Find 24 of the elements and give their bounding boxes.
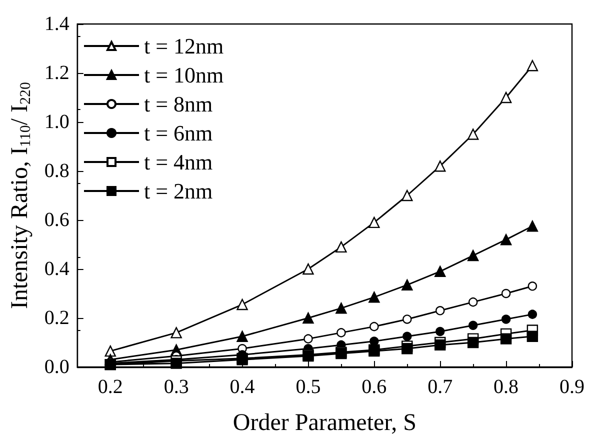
- x-tick-label: 0.6: [362, 376, 387, 398]
- legend-label: t = 6nm: [144, 120, 213, 146]
- y-tick-label: 0.2: [44, 307, 70, 329]
- x-tick-label: 0.8: [494, 376, 519, 398]
- y-tick-label: 0.4: [44, 258, 70, 280]
- y-tick-label: 0.0: [44, 356, 70, 378]
- y-tick-label: 0.8: [44, 160, 70, 182]
- y-tick-label: 1.0: [44, 111, 70, 133]
- y-tick-label: 1.2: [44, 62, 70, 84]
- x-tick-label: 0.2: [98, 376, 123, 398]
- y-tick-label: 1.4: [44, 13, 70, 35]
- legend-label: t = 10nm: [144, 62, 224, 88]
- legend-label: t = 8nm: [144, 92, 213, 116]
- x-tick-label: 0.7: [428, 376, 453, 398]
- x-tick-label: 0.9: [560, 376, 584, 398]
- x-tick-label: 0.4: [230, 376, 255, 398]
- x-tick-label: 0.5: [296, 376, 321, 398]
- legend-label: t = 12nm: [144, 34, 224, 58]
- x-tick-label: 0.3: [164, 376, 189, 398]
- x-axis-title: Order Parameter, S: [232, 410, 417, 436]
- legend-label: t = 2nm: [144, 178, 213, 204]
- legend-label: t = 4nm: [144, 150, 213, 174]
- y-axis-title: Intensity Ratio, I110/ I220: [7, 82, 34, 310]
- y-tick-label: 0.6: [44, 209, 70, 231]
